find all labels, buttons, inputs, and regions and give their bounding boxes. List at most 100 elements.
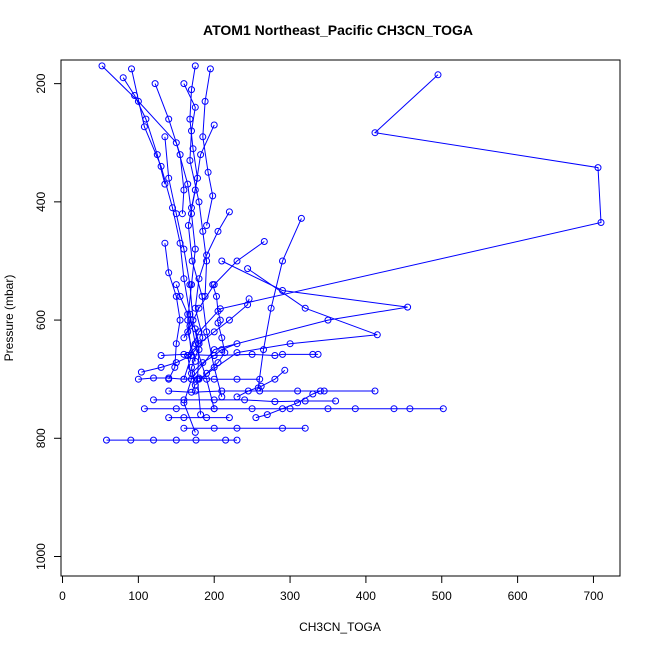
data-point — [233, 424, 241, 432]
data-point — [206, 65, 214, 73]
data-point — [172, 436, 180, 444]
data-point — [195, 304, 203, 312]
data-point — [203, 222, 211, 229]
series-20 — [150, 396, 340, 406]
data-point — [233, 349, 241, 357]
data-point — [233, 340, 241, 348]
data-point — [128, 65, 135, 73]
data-point — [225, 414, 233, 422]
data-point — [233, 375, 241, 383]
series-line — [212, 284, 221, 321]
data-point — [434, 71, 442, 79]
data-point — [103, 436, 110, 444]
data-point — [216, 316, 224, 324]
data-point — [191, 357, 199, 365]
series-28 — [252, 387, 324, 422]
data-point — [271, 375, 279, 383]
data-point — [188, 86, 195, 94]
data-point — [191, 325, 199, 333]
data-point — [263, 411, 271, 419]
data-point — [161, 239, 169, 247]
data-point — [248, 350, 256, 358]
series-line — [255, 390, 321, 419]
data-point — [256, 387, 264, 395]
data-point — [151, 80, 159, 88]
data-point — [214, 359, 222, 367]
data-point — [210, 363, 218, 371]
y-tick-label: 1000 — [34, 543, 48, 570]
data-point — [256, 375, 264, 383]
data-point — [134, 375, 142, 383]
data-point — [294, 399, 302, 407]
data-point — [180, 350, 188, 358]
data-point — [131, 92, 139, 99]
y-tick-label: 600 — [34, 310, 48, 330]
data-point — [301, 424, 309, 432]
x-tick-label: 300 — [280, 589, 300, 603]
data-point — [180, 275, 188, 283]
data-point — [214, 227, 222, 235]
data-point — [98, 62, 106, 70]
series-layer — [98, 62, 605, 444]
data-point — [172, 281, 180, 289]
x-tick-label: 700 — [583, 589, 603, 603]
series-25 — [137, 325, 203, 376]
data-point — [203, 257, 211, 265]
series-23 — [180, 424, 309, 432]
series-29 — [172, 281, 194, 342]
data-point — [294, 387, 302, 395]
series-line — [187, 241, 265, 362]
data-point — [203, 369, 211, 377]
y-tick-label: 200 — [34, 73, 48, 93]
data-point — [119, 74, 127, 82]
data-point — [157, 352, 165, 359]
series-18 — [134, 374, 264, 383]
data-point — [218, 257, 226, 265]
data-point — [165, 174, 173, 182]
data-point — [180, 396, 188, 404]
data-point — [188, 369, 195, 377]
data-point — [316, 387, 324, 395]
data-point — [186, 157, 194, 164]
data-point — [161, 180, 169, 188]
data-point — [180, 245, 188, 253]
data-point — [176, 151, 184, 159]
series-12 — [180, 80, 211, 300]
series-line — [175, 284, 191, 339]
series-line — [154, 83, 185, 214]
series-line — [164, 243, 181, 380]
data-point — [241, 396, 249, 404]
data-point — [222, 436, 230, 444]
data-point — [204, 168, 212, 176]
data-point — [165, 374, 173, 382]
data-point — [201, 97, 209, 105]
series-line — [183, 83, 208, 297]
data-point — [127, 436, 135, 444]
data-point — [150, 374, 157, 382]
data-point — [180, 334, 188, 342]
x-tick-label: 500 — [432, 589, 452, 603]
data-point — [404, 303, 412, 311]
data-point — [213, 292, 220, 300]
data-point — [189, 145, 197, 153]
series-30 — [209, 281, 224, 324]
chart-title: ATOM1 Northeast_Pacific CH3CN_TOGA — [203, 22, 473, 38]
data-point — [172, 139, 180, 147]
x-axis-label: CH3CN_TOGA — [299, 620, 381, 634]
data-point — [188, 388, 195, 396]
data-point — [188, 257, 196, 265]
data-point — [257, 382, 265, 390]
data-point — [218, 387, 226, 395]
data-point — [199, 133, 207, 141]
data-point — [176, 292, 184, 300]
data-point — [150, 396, 157, 404]
data-point — [597, 219, 605, 226]
data-point — [184, 180, 192, 188]
data-point — [225, 208, 233, 216]
data-point — [172, 359, 180, 367]
data-point — [194, 174, 201, 182]
data-point — [184, 222, 192, 229]
data-point — [218, 334, 226, 342]
x-tick-label: 100 — [128, 589, 148, 603]
